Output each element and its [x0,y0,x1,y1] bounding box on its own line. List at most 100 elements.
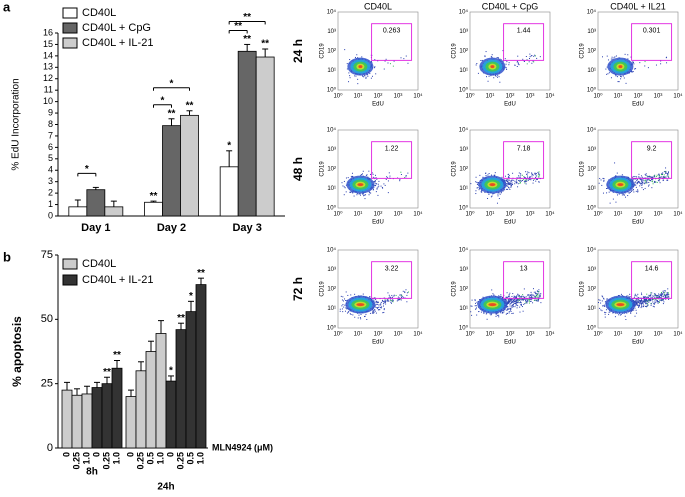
bar [87,190,105,216]
event-dot [354,196,355,197]
event-dot [531,55,532,56]
event-dot [346,178,347,179]
event-dot [645,61,646,62]
event-dot [404,177,405,178]
event-dot [533,288,534,289]
event-dot [476,305,477,306]
event-dot [534,55,535,56]
event-dot [539,294,540,295]
event-dot [638,299,639,300]
event-dot [506,189,507,190]
event-dot [634,68,635,69]
event-dot [406,56,407,57]
event-dot [642,303,643,304]
event-dot [350,313,351,314]
event-dot [372,312,373,313]
event-dot [491,289,492,290]
x-tick-label: 10¹ [614,212,623,218]
event-dot [602,310,603,311]
y-tick-label: 10⁴ [459,9,469,16]
x-tick-label: 10² [506,212,515,218]
x-tick-label: 0 [61,452,71,457]
y-tick-label: 10⁴ [327,247,337,254]
event-dot [603,181,604,182]
y-tick-label: 10⁰ [327,205,337,212]
y-tick-label: 10⁴ [587,9,597,16]
event-dot [636,187,637,188]
event-dot [505,176,506,177]
event-dot [518,177,519,178]
event-dot [487,319,488,320]
event-dot [341,305,342,306]
event-dot [388,180,389,181]
y-axis-label: CD19 [580,43,586,59]
event-dot [522,294,523,295]
y-tick-label: 10⁰ [327,325,337,332]
event-dot [535,177,536,178]
bar [196,285,206,448]
x-tick-label: 10⁴ [545,211,555,218]
event-dot [619,81,620,82]
event-dot [346,191,347,192]
event-dot [639,62,640,63]
y-axis-label: CD19 [320,161,326,177]
event-dot [646,182,647,183]
panel-label: b [3,249,11,264]
event-dot [375,175,376,176]
legend-label: CD40L + IL-21 [82,37,153,49]
event-dot [652,177,653,178]
event-dot [476,64,477,65]
event-dot [374,67,375,68]
bar [176,330,186,448]
event-dot [639,185,640,186]
event-dot [375,299,376,300]
y-tick-label: 10⁰ [459,87,469,94]
event-dot [537,293,538,294]
event-dot [347,63,348,64]
event-dot [625,54,626,55]
event-dot [640,183,641,184]
x-tick-label: 10² [634,94,643,100]
event-dot [398,299,399,300]
event-dot [650,292,651,293]
event-dot [401,297,402,298]
event-dot [650,180,651,181]
y-axis-label: % EdU Incorporation [11,78,22,170]
event-dot [660,182,661,183]
event-dot [509,293,510,294]
event-dot [342,308,343,309]
event-dot [496,76,497,77]
event-dot [608,314,609,315]
event-dot [662,293,663,294]
y-tick-label: 10¹ [587,186,596,192]
legend-label: CD40L + IL-21 [82,274,153,286]
y-axis-label: CD19 [452,161,458,177]
x-tick-label: 10³ [654,332,663,338]
event-dot [505,180,506,181]
x-axis-label: EdU [372,220,384,226]
event-dot [661,297,662,298]
event-dot [604,178,605,179]
event-dot [508,174,509,175]
event-dot [477,184,478,185]
event-dot [523,304,524,305]
event-dot [537,179,538,180]
event-dot [407,292,408,293]
event-dot [600,300,601,301]
bar [72,395,82,448]
event-dot [478,187,479,188]
event-dot [349,75,350,76]
event-dot [519,296,520,297]
significance: * [227,140,231,151]
event-dot [350,294,351,295]
event-dot [407,63,408,64]
event-dot [399,179,400,180]
event-dot [643,305,644,306]
event-dot [401,174,402,175]
event-dot [513,313,514,314]
column-title: CD40L + IL21 [610,1,665,11]
event-dot [376,313,377,314]
event-dot [529,61,530,62]
x-tick-label: 10³ [654,212,663,218]
event-dot [655,295,656,296]
